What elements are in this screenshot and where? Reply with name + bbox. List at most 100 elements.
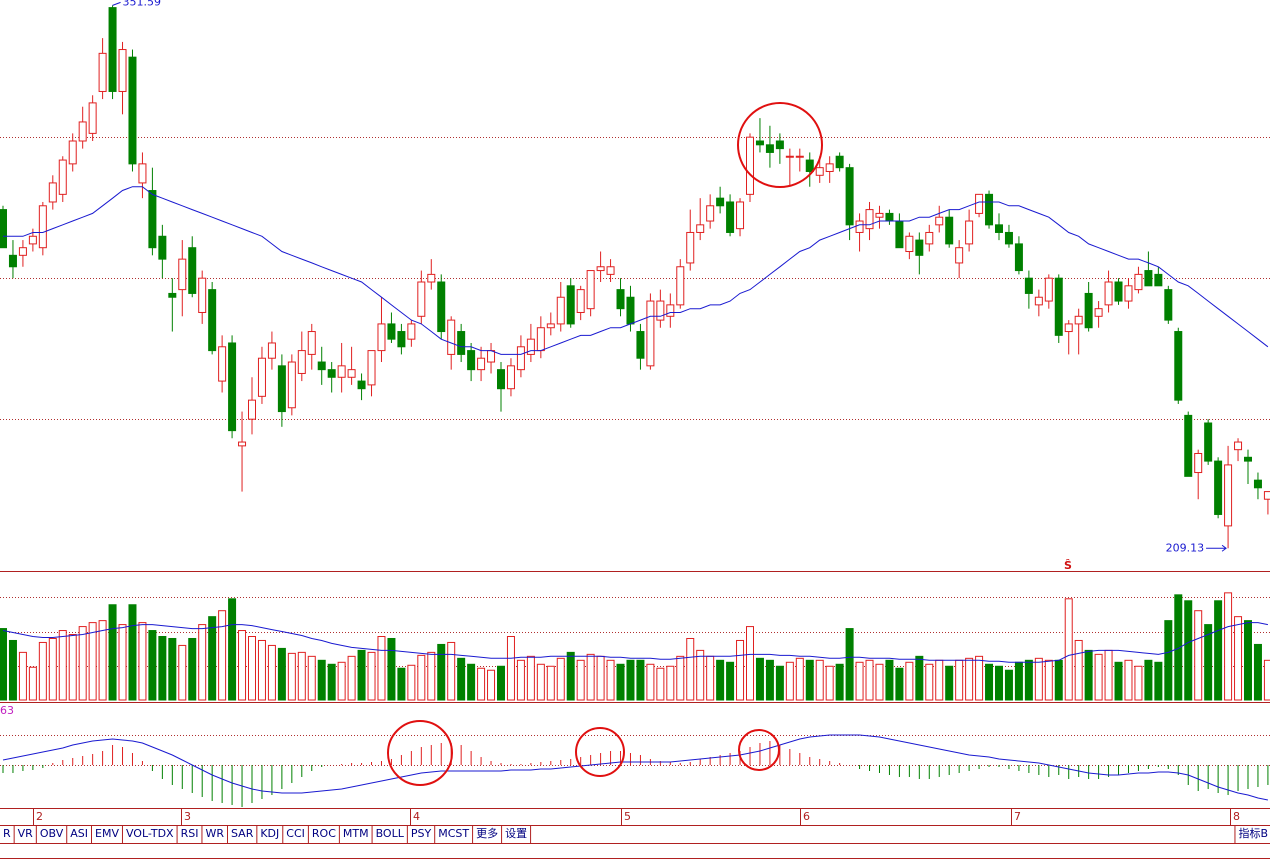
candle-body: [985, 193, 994, 226]
indicator-tab[interactable]: VR: [18, 827, 34, 840]
indicator-tab[interactable]: BOLL: [376, 827, 405, 840]
indicator-tab[interactable]: ASI: [70, 827, 88, 840]
volume-bar: [1174, 594, 1183, 701]
volume-bar: [188, 637, 197, 701]
candle-body: [616, 289, 625, 310]
candle-body: [1253, 479, 1262, 489]
volume-bar: [855, 661, 864, 701]
volume-bar: [148, 630, 157, 701]
volume-bar: [1134, 665, 1143, 701]
volume-bar: [746, 626, 754, 701]
volume-bar: [0, 628, 7, 701]
month-label: 3: [184, 810, 191, 823]
indicator-tab[interactable]: MCST: [438, 827, 469, 840]
candle-body: [955, 247, 964, 264]
volume-bar: [377, 636, 386, 701]
volume-bar: [785, 661, 794, 701]
volume-bar: [487, 669, 496, 701]
indicator-tab[interactable]: CCI: [286, 827, 305, 840]
indicator-tab[interactable]: 更多: [476, 826, 498, 840]
volume-bar: [497, 665, 505, 701]
candle-body: [576, 289, 585, 313]
candle-body: [337, 365, 346, 378]
candle-body: [397, 331, 406, 348]
candle-body: [1064, 323, 1073, 333]
candle-body: [716, 197, 725, 207]
candle-body: [447, 319, 456, 355]
volume-bar: [915, 655, 924, 701]
candle-body: [347, 369, 356, 378]
volume-bar: [696, 649, 705, 701]
candle-body: [38, 205, 47, 249]
volume-bar: [337, 661, 346, 701]
candle-body: [536, 327, 545, 352]
indicator-tab[interactable]: 设置: [505, 827, 527, 840]
candle-body: [506, 365, 515, 390]
candle-body: [0, 209, 7, 249]
volume-bar: [477, 667, 486, 701]
candle-body: [825, 163, 834, 172]
volume-bar: [18, 651, 27, 701]
volume-bar: [1184, 600, 1193, 701]
volume-bar: [297, 651, 306, 701]
indicator-tab[interactable]: PSY: [411, 827, 432, 840]
candle-body: [775, 140, 784, 150]
volume-bar: [885, 659, 894, 701]
volume-bar: [1034, 657, 1043, 701]
indicator-tab[interactable]: KDJ: [260, 827, 279, 840]
candle-body: [1134, 273, 1143, 291]
volume-bar: [8, 639, 17, 701]
volume-bar: [128, 604, 137, 701]
indicator-tab[interactable]: SAR: [231, 827, 254, 840]
candle-body: [805, 159, 814, 172]
indicator-tab[interactable]: OBV: [40, 827, 64, 840]
indicator-tab[interactable]: 指标B: [1238, 826, 1268, 840]
indicator-tab[interactable]: VOL-TDX: [126, 827, 174, 840]
candle-body: [1204, 422, 1213, 462]
candle-body: [646, 300, 655, 367]
volume-bar: [1004, 669, 1013, 701]
candle-body: [516, 346, 525, 371]
candle-body: [1014, 243, 1023, 272]
indicator-tab[interactable]: ROC: [312, 827, 336, 840]
volume-bar: [208, 616, 217, 701]
volume-bar: [1224, 592, 1233, 701]
volume-bar: [68, 634, 77, 701]
volume-bar: [825, 665, 834, 701]
candle-body: [307, 331, 316, 355]
volume-bar: [307, 655, 316, 701]
candle-body: [626, 296, 635, 325]
volume-bar: [775, 665, 784, 701]
volume-bar: [1094, 653, 1103, 701]
volume-bar: [327, 663, 336, 701]
indicator-tab[interactable]: RSI: [181, 827, 199, 840]
candle-body: [118, 49, 127, 92]
indicator-tab[interactable]: MTM: [343, 827, 369, 840]
volume-bar: [606, 659, 615, 701]
month-label: 8: [1233, 810, 1240, 823]
volume-bar: [1263, 659, 1270, 701]
volume-bar: [158, 636, 167, 701]
candle-body: [1114, 281, 1123, 302]
candle-body: [1044, 277, 1053, 302]
volume-bar: [716, 659, 725, 701]
volume-bar: [1144, 659, 1153, 701]
volume-bar: [1253, 643, 1262, 701]
candle-body: [317, 361, 326, 371]
volume-bar: [1164, 620, 1173, 701]
candle-body: [8, 254, 17, 268]
dif-line: [2, 734, 1268, 801]
volume-bar: [98, 620, 107, 701]
candle-body: [785, 155, 794, 158]
indicator-tab[interactable]: EMV: [95, 827, 119, 840]
indicator-tab[interactable]: WR: [205, 827, 224, 840]
indicator-tab[interactable]: R: [3, 827, 11, 840]
candle-body: [1144, 270, 1153, 287]
candle-body: [1154, 273, 1163, 287]
candle-body: [696, 224, 705, 233]
candle-body: [1263, 491, 1270, 500]
candle-body: [835, 155, 844, 169]
volume-bar: [178, 644, 187, 701]
volume-bar: [1064, 598, 1073, 701]
volume-bar: [1024, 659, 1033, 701]
